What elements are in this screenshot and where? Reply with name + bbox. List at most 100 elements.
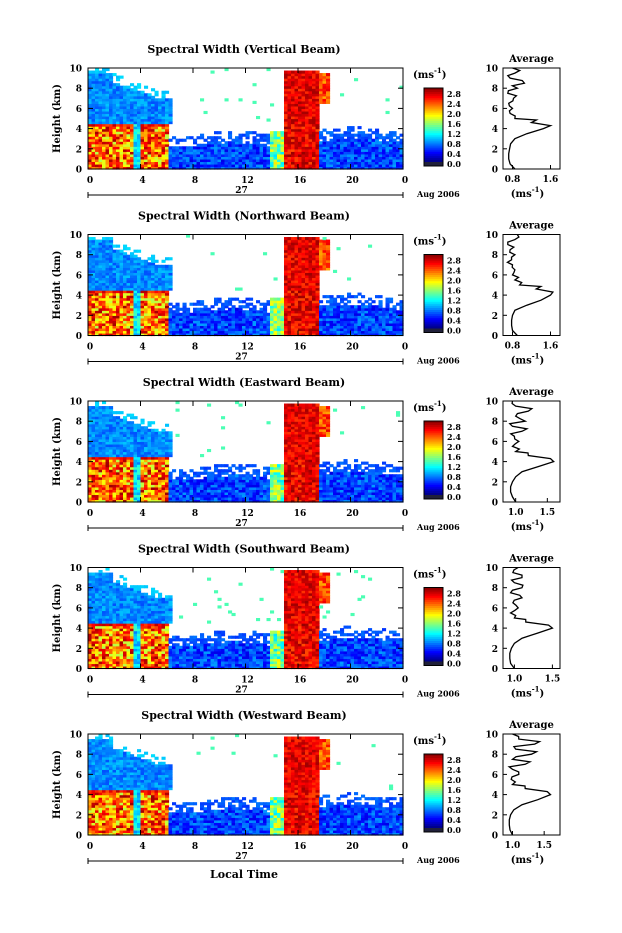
heatmap-cell xyxy=(218,308,222,311)
heatmap-cell xyxy=(172,146,176,149)
heatmap-cell xyxy=(242,134,246,137)
heatmap-cell xyxy=(263,134,267,137)
heatmap-cell xyxy=(225,300,229,303)
heatmap-cell xyxy=(137,250,141,253)
heatmap-cell xyxy=(354,139,358,142)
heatmap-cell xyxy=(305,237,309,240)
avg-x-axis-label-exponent: -1 xyxy=(532,352,540,361)
heatmap-cell xyxy=(137,83,141,86)
heatmap-cell xyxy=(291,237,295,240)
colorbar-tick-label: 2.8 xyxy=(447,89,461,99)
heatmap-cell xyxy=(127,86,131,89)
colorbar: 2.82.42.01.61.20.80.40.0 xyxy=(424,88,461,169)
heatmap-cell xyxy=(193,308,197,311)
heatmap-cell xyxy=(88,71,92,74)
heatmap-cell xyxy=(260,308,264,311)
heatmap-cell xyxy=(200,144,204,147)
heatmap-cell xyxy=(274,298,278,301)
heatmap-cell xyxy=(176,303,180,306)
heatmap-cell xyxy=(207,141,211,144)
heatmap-cell xyxy=(344,139,348,142)
heatmap-cell xyxy=(186,136,190,139)
heatmap-cell xyxy=(386,134,390,137)
y-tick-label: 4 xyxy=(76,292,82,302)
heatmap-cell xyxy=(228,141,232,144)
heatmap-cell xyxy=(396,303,400,306)
heatmap-cell xyxy=(351,126,355,129)
heatmap-cell xyxy=(141,426,145,429)
heatmap-cell xyxy=(116,245,120,248)
heatmap-cell xyxy=(190,146,194,149)
heatmap-cell xyxy=(113,245,117,248)
heatmap-cell xyxy=(137,257,141,260)
heatmap-cell xyxy=(256,139,260,142)
heatmap-cell xyxy=(267,300,271,303)
avg-y-tick-label: 0 xyxy=(492,332,498,342)
heatmap-cell xyxy=(375,305,379,308)
heatmap-cell xyxy=(267,313,271,316)
heatmap-cell xyxy=(263,144,267,147)
heatmap-cell xyxy=(319,141,323,144)
heatmap-cell xyxy=(323,73,327,76)
heatmap-cell xyxy=(337,247,341,250)
heatmap-cell xyxy=(249,131,253,134)
heatmap-cell xyxy=(127,247,131,250)
heatmap-cell xyxy=(134,250,138,253)
heatmap-cell xyxy=(200,300,204,303)
average-profile-line xyxy=(507,235,553,336)
heatmap-cell xyxy=(368,245,372,248)
heatmap-cell xyxy=(263,303,267,306)
heatmap-cell xyxy=(88,406,92,409)
heatmap-cell xyxy=(340,305,344,308)
heatmap-cell xyxy=(358,300,362,303)
heatmap-cell xyxy=(214,310,218,313)
heatmap-cell xyxy=(204,305,208,308)
heatmap-cell xyxy=(141,91,145,94)
heatmap-cell xyxy=(368,303,372,306)
heatmap-cell xyxy=(347,300,351,303)
heatmap-cell xyxy=(344,298,348,301)
heatmap-cell xyxy=(190,303,194,306)
heatmap-cell xyxy=(270,298,274,301)
x-tick-label: 0 xyxy=(87,176,93,186)
heatmap-cell xyxy=(372,131,376,134)
heatmap-cells xyxy=(88,235,404,337)
x-tick-label: 0 xyxy=(87,343,93,353)
average-profile-line xyxy=(508,68,551,169)
heatmap-cell xyxy=(193,146,197,149)
colorbar-unit-label: (ms-1) xyxy=(413,233,446,248)
heatmap-cell xyxy=(123,252,127,255)
heatmap-cell xyxy=(113,411,117,414)
heatmap-cell xyxy=(270,103,274,106)
heatmap-cell xyxy=(291,71,295,74)
x-tick-label: 8 xyxy=(192,343,198,353)
heatmap-cell xyxy=(375,129,379,132)
heatmap-cell xyxy=(127,421,131,424)
heatmap-cell xyxy=(193,303,197,306)
heatmap-cell xyxy=(169,303,173,306)
average-frame xyxy=(503,68,560,169)
heatmap-cell xyxy=(218,141,222,144)
heatmap-cell xyxy=(365,134,369,137)
heatmap-cell xyxy=(169,257,173,260)
heatmap-cell xyxy=(221,139,225,142)
heatmap-cell xyxy=(211,136,215,139)
avg-y-tick-label: 4 xyxy=(492,125,498,135)
heatmap-cell xyxy=(179,308,183,311)
heatmap-cell xyxy=(165,257,169,260)
y-tick-label: 0 xyxy=(76,332,82,342)
heatmap-cell xyxy=(120,250,124,253)
heatmap-cell xyxy=(365,305,369,308)
colorbar-tick-label: 2.4 xyxy=(447,266,461,276)
heatmap-cell xyxy=(113,416,117,419)
y-tick-label: 8 xyxy=(76,251,82,261)
heatmap-cell xyxy=(323,136,327,139)
colorbar-unit-exponent: -1 xyxy=(434,233,442,242)
y-tick-label: 4 xyxy=(76,125,82,135)
heatmap-cell xyxy=(172,310,176,313)
heatmap-cell xyxy=(113,250,117,253)
heatmap-cell xyxy=(340,93,344,96)
x-tick-label: 8 xyxy=(192,176,198,186)
heatmap-cell xyxy=(277,298,281,301)
